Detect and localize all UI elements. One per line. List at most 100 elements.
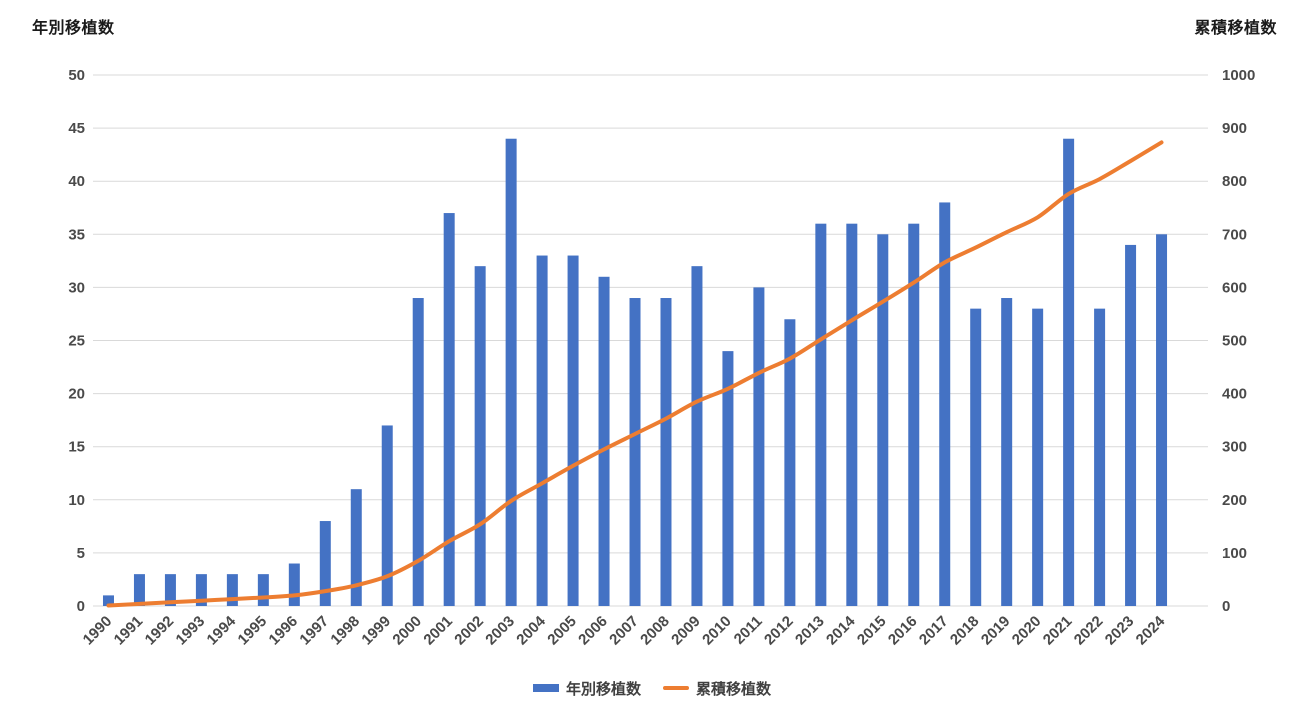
bar-2013	[815, 223, 827, 606]
right-axis-tick-label: 700	[1222, 226, 1247, 243]
x-tick-label-2002: 2002	[451, 613, 487, 649]
legend-line-swatch	[663, 686, 689, 690]
left-axis-tick-label: 35	[68, 226, 85, 243]
bar-2023	[1125, 244, 1137, 607]
x-tick-label-2019: 2019	[978, 613, 1014, 649]
bar-2007	[629, 298, 641, 606]
x-tick-label-2020: 2020	[1009, 613, 1045, 649]
right-axis-tick-label: 200	[1222, 492, 1247, 509]
left-axis-tick-label: 25	[68, 333, 85, 350]
legend-bar-swatch	[532, 684, 559, 692]
x-tick-label-1997: 1997	[296, 613, 332, 649]
bar-1993	[195, 574, 207, 606]
x-tick-label-2006: 2006	[575, 613, 611, 649]
bar-1992	[164, 574, 176, 606]
right-axis-tick-label: 300	[1222, 439, 1247, 456]
bar-2000	[412, 298, 424, 606]
bar-2015	[877, 234, 889, 607]
bar-1999	[381, 425, 393, 606]
right-axis-tick-label: 100	[1222, 545, 1247, 562]
left-axis-tick-label: 40	[68, 173, 85, 190]
right-axis-tick-label: 500	[1222, 333, 1247, 350]
x-tick-label-1990: 1990	[80, 613, 116, 649]
x-tick-label-2007: 2007	[606, 613, 642, 649]
x-tick-label-2022: 2022	[1071, 613, 1107, 649]
x-tick-label-2023: 2023	[1102, 613, 1138, 649]
left-axis-tick-label: 20	[68, 386, 85, 403]
x-tick-label-2016: 2016	[885, 613, 921, 649]
x-tick-label-1993: 1993	[173, 613, 209, 649]
bar-2006	[598, 276, 610, 606]
x-tick-label-2021: 2021	[1040, 613, 1076, 649]
bar-1996	[288, 563, 300, 606]
left-axis-tick-label: 15	[68, 439, 85, 456]
x-tick-label-2000: 2000	[389, 613, 425, 649]
bar-2011	[753, 287, 765, 606]
left-axis-tick-label: 45	[68, 120, 85, 137]
bar-2018	[970, 308, 982, 606]
bar-2016	[908, 223, 920, 606]
x-tick-label-2015: 2015	[854, 613, 890, 649]
bar-1994	[226, 574, 238, 606]
left-axis-tick-label: 50	[68, 67, 85, 84]
x-tick-label-1996: 1996	[266, 613, 302, 649]
x-tick-label-2014: 2014	[823, 612, 859, 648]
bar-2002	[474, 266, 486, 606]
bar-2012	[784, 319, 796, 606]
legend: 年別移植数 累積移植数	[0, 676, 1304, 700]
x-tick-label-1998: 1998	[327, 613, 363, 649]
bar-1991	[133, 574, 145, 606]
bar-1997	[319, 521, 331, 606]
right-axis-tick-label: 0	[1222, 598, 1230, 615]
bar-2021	[1063, 138, 1075, 606]
x-tick-label-2018: 2018	[947, 613, 983, 649]
bar-1990	[102, 595, 114, 606]
x-tick-label-1994: 1994	[204, 612, 240, 648]
bar-2014	[846, 223, 858, 606]
legend-label-cumulative: 累積移植数	[696, 680, 772, 698]
x-tick-label-2003: 2003	[482, 613, 518, 649]
bar-2020	[1032, 308, 1044, 606]
bar-2009	[691, 266, 703, 606]
bar-2024	[1156, 234, 1168, 607]
legend-label-yearly: 年別移植数	[565, 680, 641, 698]
x-tick-label-1999: 1999	[358, 613, 394, 649]
right-axis-tick-label: 600	[1222, 279, 1247, 296]
x-tick-label-2011: 2011	[731, 613, 766, 648]
legend-item-cumulative: 累積移植数	[663, 678, 771, 699]
right-axis-tick-label: 1000	[1222, 67, 1255, 84]
x-tick-label-2010: 2010	[699, 613, 735, 649]
x-tick-label-2008: 2008	[637, 613, 673, 649]
bar-2008	[660, 298, 672, 606]
left-axis-tick-label: 5	[77, 545, 85, 562]
x-tick-label-2004: 2004	[513, 612, 549, 648]
bar-1995	[257, 574, 269, 606]
bar-2005	[567, 255, 579, 607]
x-tick-label-2009: 2009	[668, 613, 704, 649]
x-tick-label-2013: 2013	[792, 613, 828, 649]
left-axis-tick-label: 30	[68, 279, 85, 296]
x-tick-label-1995: 1995	[235, 613, 271, 649]
x-tick-label-1992: 1992	[142, 613, 178, 649]
right-axis-tick-label: 400	[1222, 386, 1247, 403]
bar-2022	[1094, 308, 1106, 606]
x-tick-label-2012: 2012	[761, 613, 797, 649]
bar-2003	[505, 138, 517, 606]
bar-2001	[443, 213, 455, 606]
left-axis-tick-label: 0	[77, 598, 85, 615]
x-tick-label-2001: 2001	[420, 613, 456, 649]
right-axis-title: 累積移植数	[1194, 20, 1277, 37]
left-axis-tick-label: 10	[68, 492, 85, 509]
bar-2017	[939, 202, 951, 606]
legend-item-yearly: 年別移植数	[532, 678, 641, 699]
x-tick-label-2005: 2005	[544, 613, 580, 649]
bar-1998	[350, 489, 362, 606]
x-tick-label-1991: 1991	[111, 613, 147, 649]
bar-2010	[722, 351, 734, 606]
cumulative-line	[106, 140, 1164, 608]
bar-2004	[536, 255, 548, 607]
bar-2019	[1001, 298, 1013, 606]
x-tick-label-2017: 2017	[916, 613, 952, 649]
